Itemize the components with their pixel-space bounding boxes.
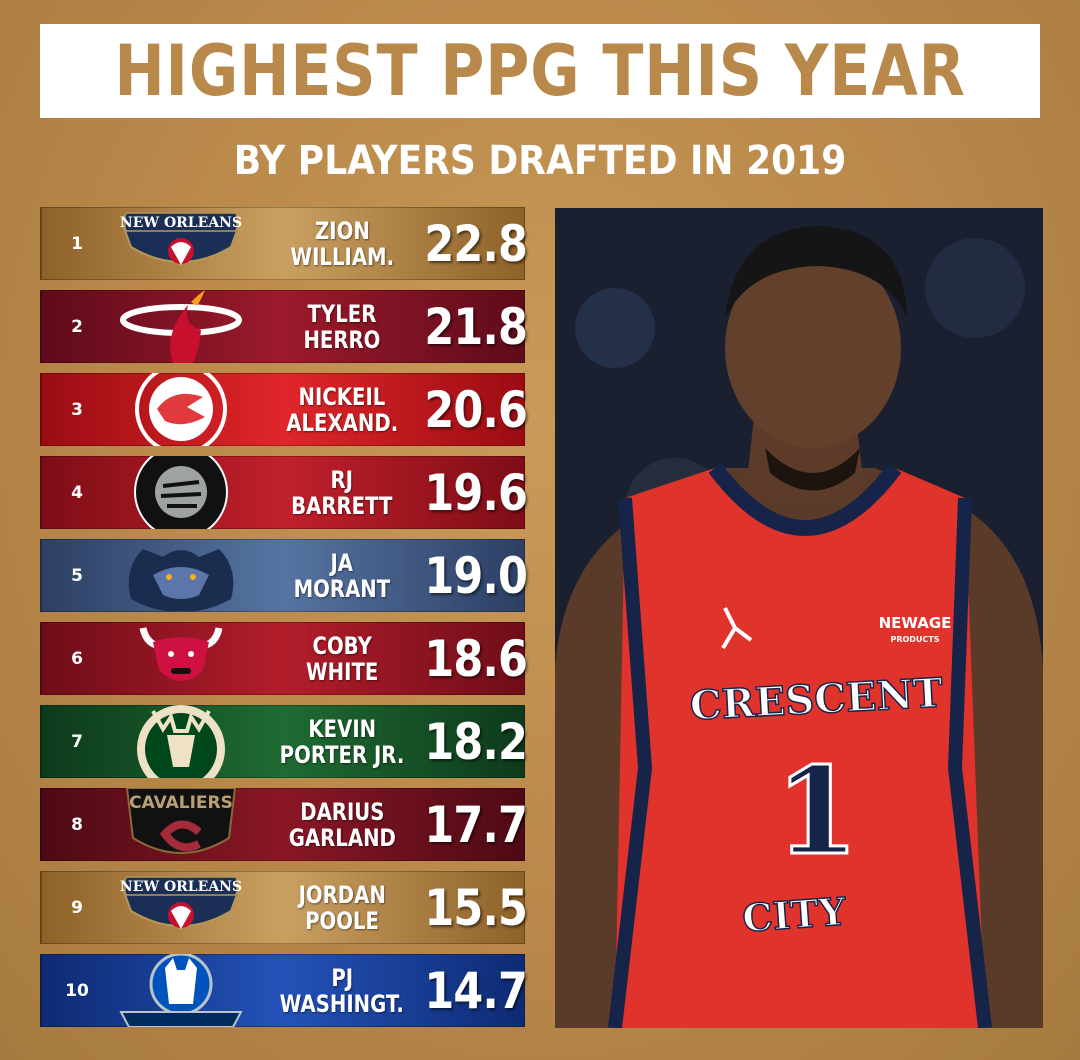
ppg-value: 15.5 bbox=[424, 878, 529, 937]
rank-number: 7 bbox=[71, 731, 83, 752]
raptors-logo-icon bbox=[113, 456, 249, 529]
player-last-name: PORTER JR. bbox=[279, 740, 405, 769]
page-title: HIGHEST PPG THIS YEAR bbox=[114, 30, 966, 112]
player-name: NICKEIL ALEXAND. bbox=[253, 373, 431, 446]
player-last-name: WHITE bbox=[305, 657, 379, 686]
ranking-row: 6 COBY WHITE 18.6 bbox=[40, 622, 529, 695]
bucks-logo-icon bbox=[113, 705, 249, 778]
ppg-value: 14.7 bbox=[424, 961, 529, 1020]
player-last-name: ALEXAND. bbox=[286, 408, 398, 437]
rank-number: 10 bbox=[65, 980, 89, 1001]
svg-text:NEW ORLEANS: NEW ORLEANS bbox=[120, 215, 242, 231]
svg-text:CITY: CITY bbox=[741, 888, 848, 940]
ppg-value: 17.7 bbox=[424, 795, 529, 854]
bulls-logo-icon bbox=[113, 622, 249, 695]
player-first-name: RJ bbox=[330, 465, 354, 494]
ranking-row: 9 NEW ORLEANS JORDAN POOLE 15.5 bbox=[40, 871, 529, 944]
player-name: RJ BARRETT bbox=[253, 456, 431, 529]
player-first-name: NICKEIL bbox=[298, 382, 386, 411]
player-last-name: WASHINGT. bbox=[279, 989, 405, 1018]
ppg-value: 18.6 bbox=[424, 629, 529, 688]
rank-number: 6 bbox=[71, 648, 83, 669]
grizzlies-logo-icon bbox=[113, 539, 249, 612]
player-first-name: TYLER bbox=[307, 299, 377, 328]
rank-number: 8 bbox=[71, 814, 83, 835]
player-first-name: PJ bbox=[331, 963, 353, 992]
page-subtitle: BY PLAYERS DRAFTED IN 2019 bbox=[233, 138, 847, 184]
title-banner: HIGHEST PPG THIS YEAR bbox=[40, 24, 1040, 118]
player-name: DARIUS GARLAND bbox=[253, 788, 431, 861]
player-last-name: MORANT bbox=[293, 574, 391, 603]
hawks-logo-icon bbox=[113, 373, 249, 446]
player-last-name: GARLAND bbox=[288, 823, 396, 852]
player-first-name: JORDAN bbox=[298, 880, 386, 909]
player-last-name: HERRO bbox=[303, 325, 381, 354]
player-name: COBY WHITE bbox=[253, 622, 431, 695]
player-first-name: KEVIN bbox=[308, 714, 376, 743]
player-first-name: ZION bbox=[314, 216, 370, 245]
ranking-list: 1 NEW ORLEANS ZION WILLIAM. 22.8 2 bbox=[40, 207, 529, 1037]
ranking-row: 2 TYLER HERRO 21.8 bbox=[40, 290, 529, 363]
ranking-row: 10 PJ WASHINGT. 14.7 bbox=[40, 954, 529, 1027]
rank-number: 5 bbox=[71, 565, 83, 586]
rank-number: 3 bbox=[71, 399, 83, 420]
ppg-value: 19.6 bbox=[424, 463, 529, 522]
ranking-row: 1 NEW ORLEANS ZION WILLIAM. 22.8 bbox=[40, 207, 529, 280]
ppg-value: 18.2 bbox=[424, 712, 529, 771]
player-name: ZION WILLIAM. bbox=[253, 207, 431, 280]
player-name: PJ WASHINGT. bbox=[253, 954, 431, 1027]
rank-number: 4 bbox=[71, 482, 83, 503]
ranking-row: 3 NICKEIL ALEXAND. 20.6 bbox=[40, 373, 529, 446]
player-last-name: POOLE bbox=[305, 906, 379, 935]
rank-number: 1 bbox=[71, 233, 83, 254]
ranking-row: 4 RJ BARRETT 19.6 bbox=[40, 456, 529, 529]
ppg-value: 19.0 bbox=[424, 546, 529, 605]
pelicans-logo-icon: NEW ORLEANS bbox=[113, 871, 249, 944]
player-name: KEVIN PORTER JR. bbox=[253, 705, 431, 778]
player-name: TYLER HERRO bbox=[253, 290, 431, 363]
mavericks-logo-icon bbox=[113, 954, 249, 1027]
ranking-row: 7 KEVIN PORTER JR. 18.2 bbox=[40, 705, 529, 778]
ranking-row: 8 CAVALIERS DARIUS GARLAND 17.7 bbox=[40, 788, 529, 861]
rank-number: 9 bbox=[71, 897, 83, 918]
rank-number: 2 bbox=[71, 316, 83, 337]
heat-logo-icon bbox=[113, 290, 249, 363]
ppg-value: 21.8 bbox=[424, 297, 529, 356]
player-first-name: COBY bbox=[312, 631, 372, 660]
player-first-name: DARIUS bbox=[299, 797, 385, 826]
player-first-name: JA bbox=[330, 548, 354, 577]
player-name: JORDAN POOLE bbox=[253, 871, 431, 944]
player-last-name: BARRETT bbox=[291, 491, 393, 520]
svg-text:CAVALIERS: CAVALIERS bbox=[129, 793, 233, 813]
svg-text:1: 1 bbox=[775, 741, 859, 882]
player-last-name: WILLIAM. bbox=[290, 242, 394, 271]
player-name: JA MORANT bbox=[253, 539, 431, 612]
player-photo: NEWAGE PRODUCTS CRESCENT 1 CITY bbox=[555, 208, 1043, 1028]
svg-text:NEW ORLEANS: NEW ORLEANS bbox=[120, 879, 242, 895]
svg-text:NEWAGE: NEWAGE bbox=[879, 614, 952, 632]
svg-text:PRODUCTS: PRODUCTS bbox=[890, 635, 939, 644]
pelicans-logo-icon: NEW ORLEANS bbox=[113, 207, 249, 280]
ppg-value: 20.6 bbox=[424, 380, 529, 439]
cavaliers-logo-icon: CAVALIERS bbox=[113, 788, 249, 861]
ranking-row: 5 JA MORANT 19.0 bbox=[40, 539, 529, 612]
ppg-value: 22.8 bbox=[424, 214, 529, 273]
